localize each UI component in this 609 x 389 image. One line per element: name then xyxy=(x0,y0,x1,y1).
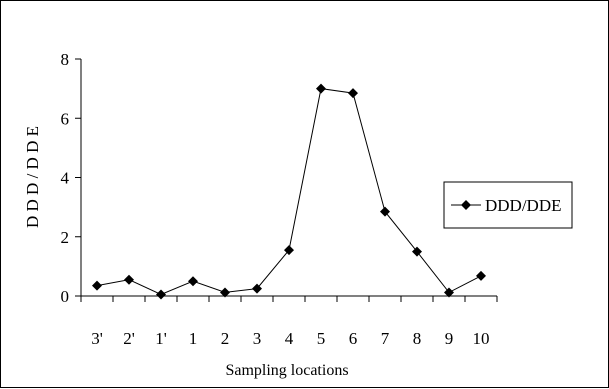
y-tick-label: 2 xyxy=(61,228,70,247)
x-tick-label: 1 xyxy=(189,329,198,348)
x-tick-label: 7 xyxy=(381,329,390,348)
data-point-marker xyxy=(476,270,486,281)
x-tick-label: 2 xyxy=(221,329,230,348)
data-point-marker xyxy=(188,276,198,287)
x-tick-label: 4 xyxy=(285,329,294,348)
x-tick-label: 9 xyxy=(445,329,454,348)
legend: DDD/DDE xyxy=(443,181,573,229)
x-tick-label: 2' xyxy=(123,329,135,348)
data-point-marker xyxy=(316,83,326,94)
x-tick-label: 6 xyxy=(349,329,358,348)
data-point-marker xyxy=(348,88,358,99)
data-point-marker xyxy=(252,283,262,294)
legend-marker-diamond xyxy=(461,200,471,210)
x-tick-label: 5 xyxy=(317,329,326,348)
data-point-marker xyxy=(220,287,230,298)
y-tick-label: 0 xyxy=(61,287,70,306)
series-line-ddd-dde xyxy=(96,88,482,296)
series-markers xyxy=(92,83,486,300)
data-point-marker xyxy=(412,246,422,257)
data-point-marker xyxy=(124,274,134,285)
x-tick-label: 3 xyxy=(253,329,262,348)
x-tick-label: 10 xyxy=(473,329,490,348)
data-point-marker xyxy=(92,280,102,291)
x-axis-ticks: 3' 2' 1' 1 2 3 4 5 6 7 8 9 10 xyxy=(80,296,498,348)
x-axis-title: Sampling locations xyxy=(225,362,348,379)
y-axis-ticks: 0 2 4 6 8 xyxy=(61,50,81,306)
y-tick-label: 6 xyxy=(61,109,70,128)
y-axis-title: D D D / D D E xyxy=(23,126,42,228)
y-tick-label: 4 xyxy=(61,169,70,188)
x-tick-label: 1' xyxy=(155,329,167,348)
x-tick-label: 8 xyxy=(413,329,422,348)
data-point-marker xyxy=(380,206,390,217)
data-point-marker xyxy=(444,287,454,298)
data-point-marker xyxy=(156,289,166,300)
y-tick-label: 8 xyxy=(61,50,70,69)
legend-label: DDD/DDE xyxy=(485,196,562,215)
x-tick-label: 3' xyxy=(91,329,103,348)
data-point-marker xyxy=(284,245,294,256)
